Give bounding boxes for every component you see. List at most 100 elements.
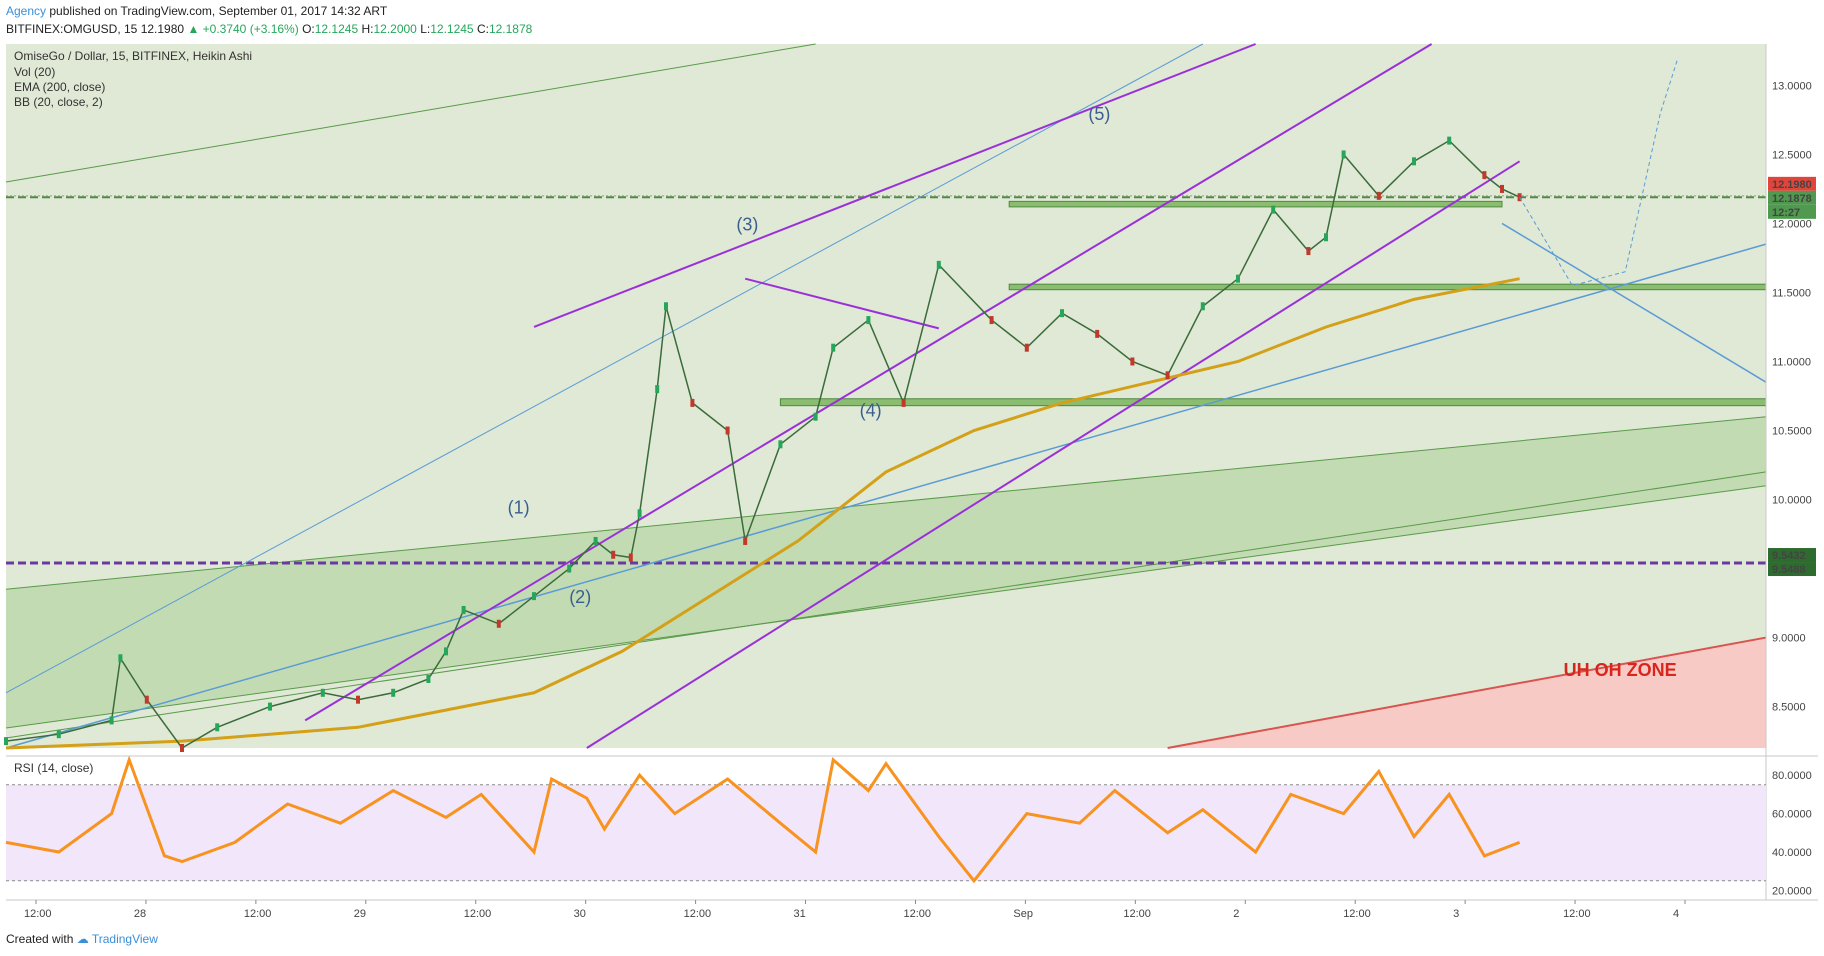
x-tick-label: 12:00 — [24, 908, 52, 920]
price-candle — [109, 716, 114, 725]
price-candle — [1306, 247, 1311, 256]
price-candle — [628, 553, 633, 562]
price-candle — [1447, 136, 1452, 145]
open-label: O: — [302, 22, 315, 36]
price-badge-bg — [1768, 562, 1816, 577]
danger-zone-label: UH OH ZONE — [1564, 660, 1677, 680]
indicator-label-1: EMA (200, close) — [14, 80, 105, 94]
price-candle — [268, 702, 272, 711]
wave-label-4: (4) — [860, 401, 882, 421]
price-badge-label: 12.1980 — [1772, 179, 1812, 191]
x-tick-label: 12:00 — [244, 908, 272, 920]
price-candle — [1412, 157, 1416, 166]
x-tick-label: 31 — [794, 908, 806, 920]
price-candle — [1341, 150, 1346, 159]
x-tick-label: 28 — [134, 908, 146, 920]
y-tick-label: 11.5000 — [1772, 287, 1811, 299]
x-tick-label: 2 — [1233, 908, 1239, 920]
tradingview-brand[interactable]: TradingView — [91, 932, 158, 946]
wave-label-3: (3) — [736, 214, 758, 234]
x-tick-label: 12:00 — [903, 908, 931, 920]
price-candle — [444, 647, 448, 656]
price-candle — [567, 564, 572, 573]
price-candle — [778, 440, 783, 449]
indicator-label-0: Vol (20) — [14, 65, 55, 79]
price-candle — [936, 260, 941, 269]
author-link[interactable]: Agency — [6, 4, 47, 18]
x-tick-label: 30 — [574, 908, 586, 920]
blue-trend-3 — [1501, 222, 1767, 383]
open-value: 12.1245 — [314, 22, 359, 36]
price-candle — [461, 605, 466, 614]
zone-line-1 — [5, 416, 1767, 590]
support-band-0 — [1008, 283, 1767, 291]
price-badge-label: 9.5488 — [1772, 564, 1806, 576]
price-candle — [391, 688, 396, 697]
ema-line — [5, 277, 1520, 750]
price-candle — [593, 536, 598, 545]
price-candle — [690, 398, 695, 407]
price-badge-label: 12.1878 — [1772, 193, 1812, 205]
high-label: H: — [361, 22, 374, 36]
channel-line-3 — [744, 277, 940, 330]
blue-trend-2 — [5, 243, 1767, 749]
tradingview-logo[interactable]: ☁ TradingView — [76, 932, 158, 946]
x-tick-label: 4 — [1673, 908, 1679, 920]
price-candle — [320, 688, 325, 697]
close-label: C: — [476, 22, 489, 36]
price-candle — [1024, 343, 1029, 352]
y-tick-label: 13.0000 — [1772, 80, 1812, 92]
x-tick-label: Sep — [1013, 908, 1033, 920]
price-badge-label: 12:27 — [1772, 207, 1800, 219]
price-candle — [356, 695, 360, 704]
trading-chart[interactable]: (1) (2) (3) (4) (5) UH OH ZONE OmiseGo / Dolla… — [0, 0, 1824, 930]
price-candle — [496, 619, 501, 628]
price-candle — [866, 316, 871, 325]
price-candle — [655, 385, 660, 394]
price-badge-bg — [1768, 190, 1816, 205]
price-candle — [180, 744, 184, 752]
y-tick-label: 10.0000 — [1772, 495, 1812, 507]
price-candle — [426, 674, 431, 683]
y-tick-label: 9.0000 — [1772, 633, 1806, 645]
last-price: 12.1980 — [140, 22, 185, 36]
price-candle — [637, 509, 642, 518]
price-candle — [1324, 233, 1328, 242]
price-candle — [813, 412, 818, 421]
rsi-title: RSI (14, close) — [14, 761, 93, 775]
rsi-line — [5, 755, 1521, 884]
low-label: L: — [420, 22, 431, 36]
price-candle — [144, 695, 149, 704]
danger-zone-line — [1167, 636, 1767, 749]
price-candle — [664, 302, 668, 311]
rsi-band — [6, 784, 1766, 881]
wave-label-1: (1) — [508, 497, 530, 517]
quote-line: BITFINEX:OMGUSD, 15 12.1980 ▲ +0.3740 (+… — [6, 22, 532, 36]
price-candle — [1376, 191, 1381, 200]
price-badge-label: 9.5432 — [1772, 550, 1806, 562]
rsi-y-tick-label: 20.0000 — [1772, 885, 1812, 897]
price-candle — [1095, 329, 1100, 338]
main-plot-bg — [6, 44, 1766, 748]
channel-line-2 — [586, 160, 1521, 749]
rsi-y-tick-label: 40.0000 — [1772, 847, 1812, 859]
price-candle — [215, 723, 220, 732]
x-tick-label: 12:00 — [684, 908, 712, 920]
y-tick-label: 8.5000 — [1772, 702, 1806, 714]
high-value: 12.2000 — [373, 22, 417, 36]
channel-line-1 — [304, 43, 1433, 722]
x-tick-label: 3 — [1453, 908, 1459, 920]
price-candle — [611, 550, 616, 559]
price-candle — [532, 592, 536, 601]
price-badge-bg — [1768, 176, 1816, 191]
price-candle — [831, 343, 836, 352]
footer: Created with ☁ TradingView — [6, 932, 158, 954]
price-candle — [1271, 205, 1276, 214]
channel-line-0 — [533, 43, 1256, 328]
price-candle — [1060, 309, 1064, 318]
chart-header: Agency published on TradingView.com, Sep… — [0, 0, 1824, 40]
support-band-2 — [1008, 200, 1503, 208]
y-tick-label: 11.0000 — [1772, 356, 1811, 368]
x-tick-label: 12:00 — [464, 908, 492, 920]
rsi-y-tick-label: 80.0000 — [1772, 770, 1812, 782]
